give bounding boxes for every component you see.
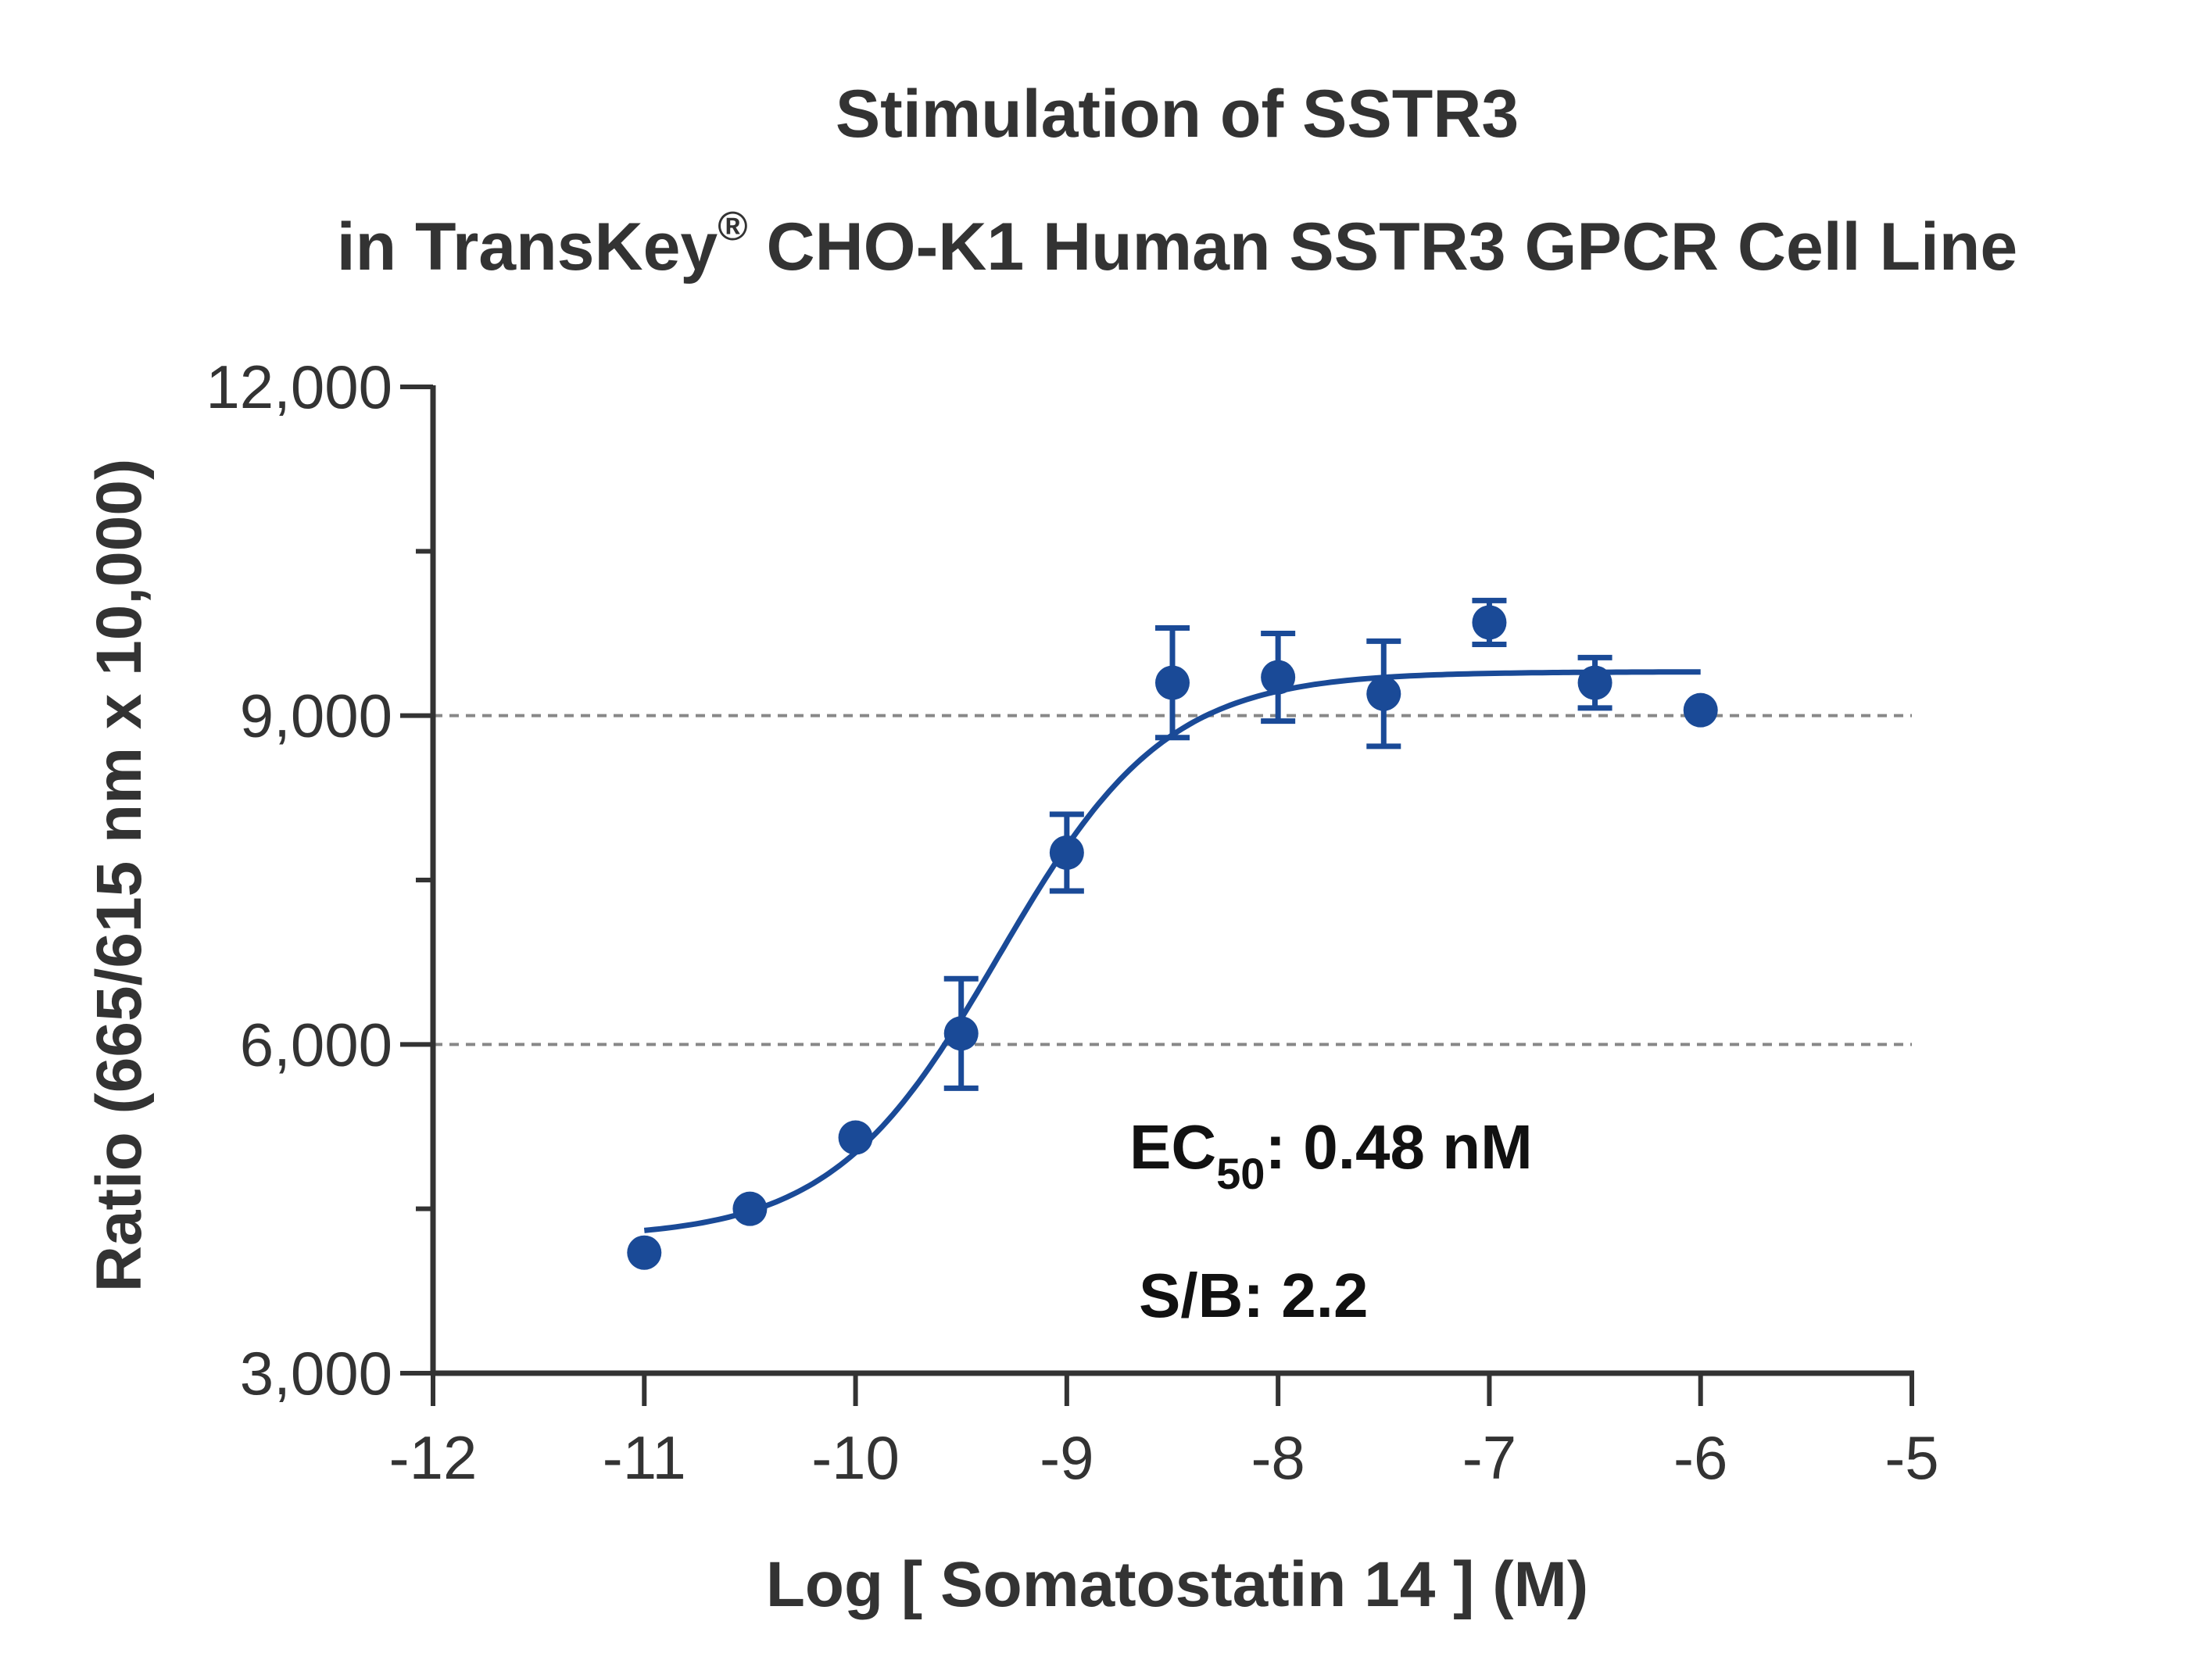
x-tick-label: -9 bbox=[1040, 1423, 1093, 1492]
ec50-prefix: EC bbox=[1129, 1112, 1216, 1182]
chart-title: Stimulation of SSTR3 bbox=[836, 77, 1519, 152]
subtitle-prefix: in TransKey bbox=[337, 209, 718, 284]
x-tick-label: -11 bbox=[603, 1423, 686, 1492]
x-tick-label: -12 bbox=[389, 1423, 478, 1492]
chart-subtitle: in TransKey® CHO-K1 Human SSTR3 GPCR Cel… bbox=[337, 204, 2018, 284]
x-tick-label: -6 bbox=[1673, 1423, 1727, 1492]
gridlines bbox=[433, 714, 1912, 1047]
ec50-subscript: 50 bbox=[1216, 1149, 1265, 1198]
data-point bbox=[1472, 605, 1507, 640]
data-point bbox=[943, 1016, 979, 1051]
x-axis-ticks: -12 -11 -10 -9 -8 -7 -6 -5 bbox=[389, 1373, 1939, 1492]
ec50-value: : 0.48 nM bbox=[1265, 1112, 1532, 1182]
y-tick-label: 6,000 bbox=[240, 1010, 392, 1079]
ec50-annotation: EC50: 0.48 nM bbox=[1129, 1112, 1533, 1198]
data-point bbox=[1683, 692, 1718, 728]
x-tick-label: -10 bbox=[811, 1423, 900, 1492]
sb-annotation: S/B: 2.2 bbox=[1139, 1261, 1368, 1330]
data-point bbox=[1366, 676, 1401, 711]
y-tick-label: 3,000 bbox=[240, 1339, 392, 1408]
x-tick-label: -8 bbox=[1251, 1423, 1305, 1492]
data-point bbox=[838, 1120, 873, 1155]
data-point bbox=[732, 1191, 768, 1226]
data-point bbox=[1049, 835, 1084, 870]
data-point bbox=[1577, 665, 1612, 700]
data-point bbox=[627, 1235, 662, 1270]
x-axis-title: Log [ Somatostatin 14 ] (M) bbox=[766, 1549, 1588, 1620]
data-point bbox=[1261, 660, 1296, 695]
x-tick-label: -5 bbox=[1884, 1423, 1938, 1492]
registered-mark: ® bbox=[718, 204, 747, 249]
x-tick-label: -7 bbox=[1462, 1423, 1516, 1492]
y-axis-ticks: 3,000 6,000 9,000 12,000 bbox=[206, 352, 433, 1408]
y-tick-label: 12,000 bbox=[206, 352, 392, 421]
y-tick-label: 9,000 bbox=[240, 682, 392, 750]
subtitle-suffix: CHO-K1 Human SSTR3 GPCR Cell Line bbox=[748, 209, 2018, 284]
data-point bbox=[1155, 665, 1190, 700]
y-axis-title: Ratio (665/615 nm x 10,000) bbox=[84, 459, 155, 1293]
data-points bbox=[627, 605, 1718, 1270]
